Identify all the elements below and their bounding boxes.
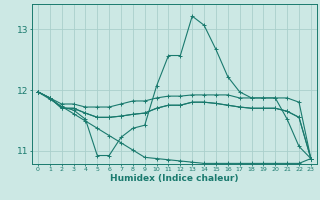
X-axis label: Humidex (Indice chaleur): Humidex (Indice chaleur) bbox=[110, 174, 239, 183]
